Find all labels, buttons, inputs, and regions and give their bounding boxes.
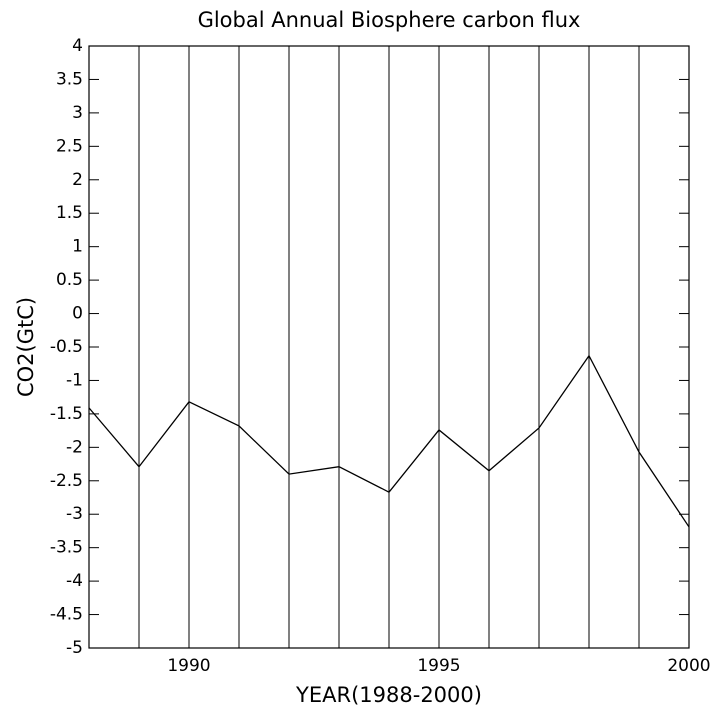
y-tick-label: -0.5 bbox=[50, 337, 83, 357]
y-tick-label: 0.5 bbox=[56, 270, 83, 290]
y-tick-label: -2.5 bbox=[50, 471, 83, 491]
y-tick-label: 4 bbox=[72, 36, 83, 56]
chart-title: Global Annual Biosphere carbon flux bbox=[198, 8, 581, 32]
y-tick-label: -1 bbox=[66, 370, 83, 390]
y-tick-label: 1.5 bbox=[56, 203, 83, 223]
y-tick-label: -4.5 bbox=[50, 605, 83, 625]
y-tick-label: -3 bbox=[66, 504, 83, 524]
y-tick-label: 1 bbox=[72, 237, 83, 257]
y-tick-label: 2.5 bbox=[56, 136, 83, 156]
y-tick-label: 3.5 bbox=[56, 69, 83, 89]
y-tick-label: -4 bbox=[66, 571, 83, 591]
y-tick-label: -3.5 bbox=[50, 538, 83, 558]
y-tick-label: -2 bbox=[66, 437, 83, 457]
y-tick-label: 3 bbox=[72, 103, 83, 123]
plot-frame bbox=[88, 45, 690, 649]
x-tick-label: 2000 bbox=[667, 656, 710, 676]
x-tick-label: 1990 bbox=[167, 656, 210, 676]
y-tick-label: -1.5 bbox=[50, 404, 83, 424]
x-tick-label: 1995 bbox=[417, 656, 460, 676]
y-tick-label: -5 bbox=[66, 638, 83, 658]
data-line bbox=[88, 354, 690, 528]
x-axis-title: YEAR(1988-2000) bbox=[295, 683, 482, 707]
y-tick-label: 2 bbox=[72, 170, 83, 190]
y-tick-label: 0 bbox=[72, 304, 83, 324]
y-axis-title: CO2(GtC) bbox=[14, 297, 38, 397]
